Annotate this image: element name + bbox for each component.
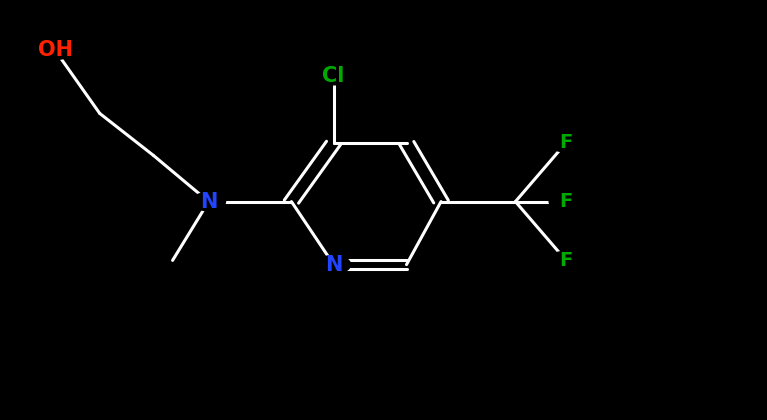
Circle shape (549, 134, 583, 152)
Text: Cl: Cl (322, 66, 345, 86)
Text: F: F (559, 251, 573, 270)
Text: N: N (200, 192, 217, 212)
Circle shape (317, 66, 351, 85)
Circle shape (317, 255, 351, 274)
Circle shape (549, 192, 583, 211)
Text: F: F (559, 192, 573, 211)
Circle shape (192, 192, 225, 211)
Text: F: F (559, 133, 573, 152)
Circle shape (549, 251, 583, 270)
Text: OH: OH (38, 40, 73, 60)
Text: N: N (325, 255, 342, 275)
Circle shape (38, 41, 72, 60)
